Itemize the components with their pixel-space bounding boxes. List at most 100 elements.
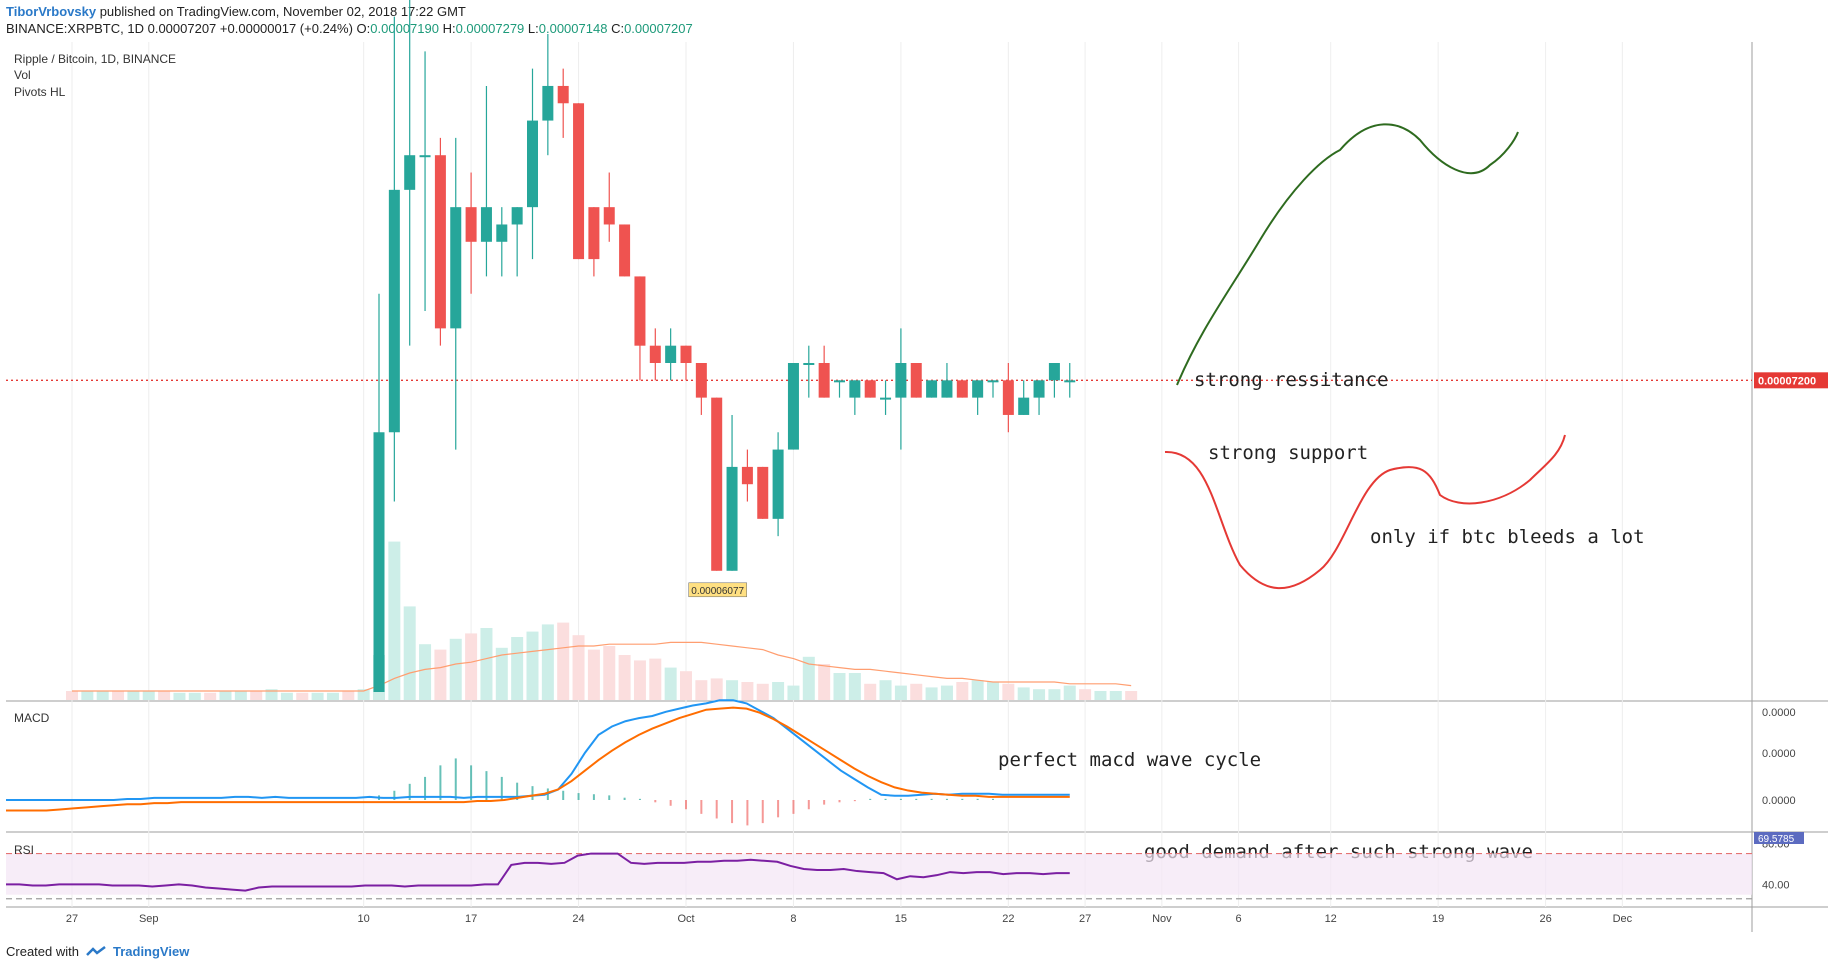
volume-bar: [940, 685, 953, 700]
candle-body: [941, 380, 953, 398]
volume-bar: [188, 692, 201, 700]
volume-bar: [710, 678, 723, 700]
candle-body: [450, 207, 462, 329]
x-tick-label: Dec: [1613, 913, 1633, 925]
volume-bar: [587, 649, 600, 700]
volume-bar: [726, 680, 739, 700]
chart-title: Ripple / Bitcoin, 1D, BINANCE: [14, 52, 177, 66]
macd-tick-label: 0.0000: [1762, 748, 1796, 760]
candle-body: [634, 276, 646, 346]
candle-body: [711, 397, 723, 571]
x-tick-label: 26: [1539, 913, 1551, 925]
volume-bar: [511, 637, 524, 700]
x-tick-label: Nov: [1152, 913, 1172, 925]
volume-bar: [680, 671, 692, 700]
volume-bar: [434, 649, 447, 700]
volume-bar: [818, 664, 831, 700]
volume-bar: [1094, 691, 1107, 700]
annotation-text: strong support: [1208, 442, 1368, 464]
volume-bar: [204, 692, 217, 700]
volume-bar: [66, 691, 78, 700]
rsi-line: [6, 852, 1070, 892]
volume-bar: [480, 628, 493, 700]
candle-body: [972, 380, 984, 398]
candle-body: [1048, 363, 1060, 381]
volume-bar: [1109, 691, 1122, 700]
volume-bar: [1048, 689, 1061, 700]
created-with-text: Created with: [6, 944, 79, 959]
volume-bar: [342, 691, 355, 700]
candle-body: [1064, 380, 1076, 383]
vol-label: Vol: [14, 68, 31, 82]
volume-bar: [879, 680, 892, 700]
candle-body: [388, 189, 400, 433]
volume-bar: [357, 689, 370, 700]
volume-bar: [833, 673, 846, 700]
rsi-value-tag: [1754, 832, 1804, 844]
candle-body: [373, 432, 385, 692]
candle-body: [787, 363, 799, 450]
volume-bar: [864, 683, 877, 700]
candle-body: [772, 449, 784, 519]
volume-bar: [142, 691, 155, 700]
candle-body: [573, 103, 585, 260]
x-tick-label: 15: [895, 913, 907, 925]
volume-bar: [1125, 691, 1138, 700]
candle-body: [511, 207, 523, 225]
candle-body: [864, 380, 876, 398]
x-tick-label: Sep: [139, 913, 159, 925]
volume-bar: [403, 606, 416, 700]
macd-tick-label: 0.0000: [1762, 707, 1796, 719]
rsi-band: [6, 853, 1752, 895]
x-tick-label: 8: [790, 913, 796, 925]
x-tick-label: 22: [1002, 913, 1014, 925]
candle-body: [895, 363, 907, 398]
volume-bar: [894, 685, 907, 700]
volume-bar: [1002, 683, 1015, 700]
volume-bar: [158, 691, 171, 700]
candle-body: [910, 363, 922, 398]
open-value: 0.00007190: [370, 21, 439, 36]
volume-bar: [741, 682, 754, 700]
volume-bar: [326, 692, 339, 700]
volume-bar: [265, 689, 278, 700]
h-label: H:: [442, 21, 456, 36]
candle-body: [619, 224, 631, 277]
pivot-low-tag: [688, 582, 747, 598]
volume-bar: [787, 685, 800, 700]
candle-body: [1018, 397, 1030, 415]
candle-body: [588, 207, 600, 260]
candle-body: [557, 85, 569, 104]
volume-bar: [388, 541, 401, 700]
volume-bar: [419, 644, 432, 700]
volume-ma-line: [72, 641, 1132, 692]
last-price: 0.00007207: [147, 21, 217, 36]
price-change: +0.00000017 (+0.24%): [219, 21, 353, 36]
candle-body: [956, 380, 968, 398]
tradingview-brand[interactable]: TradingView: [112, 944, 190, 959]
candle-body: [496, 224, 508, 242]
published-text: published on TradingView.com, November 0…: [99, 4, 466, 19]
candle-body: [665, 345, 677, 363]
volume-bar: [280, 692, 293, 700]
volume-bar: [772, 682, 785, 700]
author-name[interactable]: TiborVrbovsky: [6, 4, 97, 19]
volume-bar: [633, 660, 646, 700]
volume-bar: [971, 680, 984, 700]
level-tag-label: 0.00007200: [1758, 375, 1816, 387]
volume-bar: [96, 691, 109, 700]
x-tick-label: 24: [572, 913, 584, 925]
volume-bar: [802, 656, 815, 700]
volume-bar: [311, 692, 324, 700]
candle-body: [834, 380, 845, 383]
low-value: 0.00007148: [538, 21, 608, 36]
volume-bar: [1017, 687, 1030, 700]
x-tick-label: 12: [1325, 913, 1337, 925]
candle-body: [1002, 380, 1014, 415]
volume-bar: [603, 646, 616, 700]
volume-bar: [1079, 689, 1092, 700]
candle-body: [880, 397, 892, 400]
signal-line: [6, 706, 1070, 812]
candle-body: [465, 207, 477, 242]
